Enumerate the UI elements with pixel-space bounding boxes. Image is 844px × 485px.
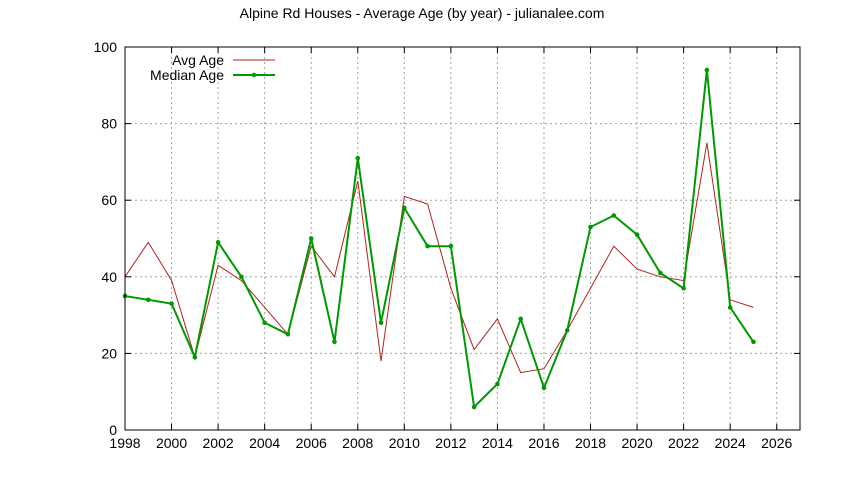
x-tick-label: 2024 — [715, 435, 746, 451]
median-age-point — [378, 320, 384, 326]
median-age-point — [215, 240, 221, 245]
median-age-point — [495, 381, 500, 387]
x-tick-label: 2022 — [668, 435, 699, 451]
median-age-point — [239, 274, 244, 280]
x-tick-label: 2010 — [389, 435, 420, 451]
median-age-point — [192, 354, 198, 360]
median-age-point — [448, 243, 454, 249]
median-age-point — [727, 305, 733, 310]
median-age-line — [124, 69, 755, 410]
y-tick-label: 20 — [101, 345, 117, 361]
x-tick-label: 2012 — [435, 435, 466, 451]
median-age-point — [518, 316, 523, 322]
x-tick-label: 2006 — [296, 435, 327, 451]
median-age-point — [588, 224, 593, 230]
median-age-point — [145, 297, 151, 303]
avg-age-line — [124, 142, 754, 374]
series-layer — [122, 67, 756, 410]
x-tick-label: 2004 — [249, 435, 280, 451]
median-age-point — [541, 385, 547, 391]
median-age-point — [611, 213, 617, 218]
median-age-point — [285, 331, 291, 337]
median-age-point — [425, 243, 430, 249]
median-age-point — [355, 155, 361, 161]
x-tick-label: 2002 — [203, 435, 234, 451]
median-age-point — [751, 339, 756, 345]
legend-marker — [251, 72, 257, 78]
median-age-point — [471, 404, 477, 410]
x-tick-label: 2000 — [156, 435, 187, 451]
x-tick-label: 2026 — [761, 435, 792, 451]
y-tick-label: 40 — [101, 269, 117, 285]
y-tick-label: 80 — [101, 116, 117, 132]
median-age-point — [402, 205, 407, 211]
median-age-point — [262, 320, 267, 326]
y-tick-label: 0 — [109, 422, 117, 438]
x-tick-label: 1998 — [109, 435, 140, 451]
grid-lines — [125, 47, 800, 430]
median-age-point — [332, 339, 337, 345]
plot-frame — [124, 46, 801, 431]
y-tick-label: 60 — [101, 192, 117, 208]
y-tick-label: 100 — [94, 39, 118, 55]
median-age-point — [308, 236, 314, 241]
median-age-point — [634, 232, 640, 237]
x-tick-label: 2020 — [621, 435, 652, 451]
legend-label: Avg Age — [172, 52, 224, 68]
x-tick-label: 2018 — [575, 435, 606, 451]
axes: 1998 2000 2002 2004 2006 2008 2010 2012 2014 2016… — [94, 39, 800, 451]
median-age-point — [704, 67, 710, 73]
median-age-point — [681, 285, 686, 291]
x-tick-label: 2014 — [482, 435, 513, 451]
legend-label: Median Age — [150, 67, 224, 83]
x-tick-label: 2008 — [342, 435, 373, 451]
chart-title: Alpine Rd Houses - Average Age (by year)… — [240, 5, 605, 21]
x-tick-label: 2016 — [528, 435, 559, 451]
median-age-point — [169, 301, 174, 306]
median-age-point — [564, 328, 570, 333]
median-age-point — [658, 270, 663, 276]
